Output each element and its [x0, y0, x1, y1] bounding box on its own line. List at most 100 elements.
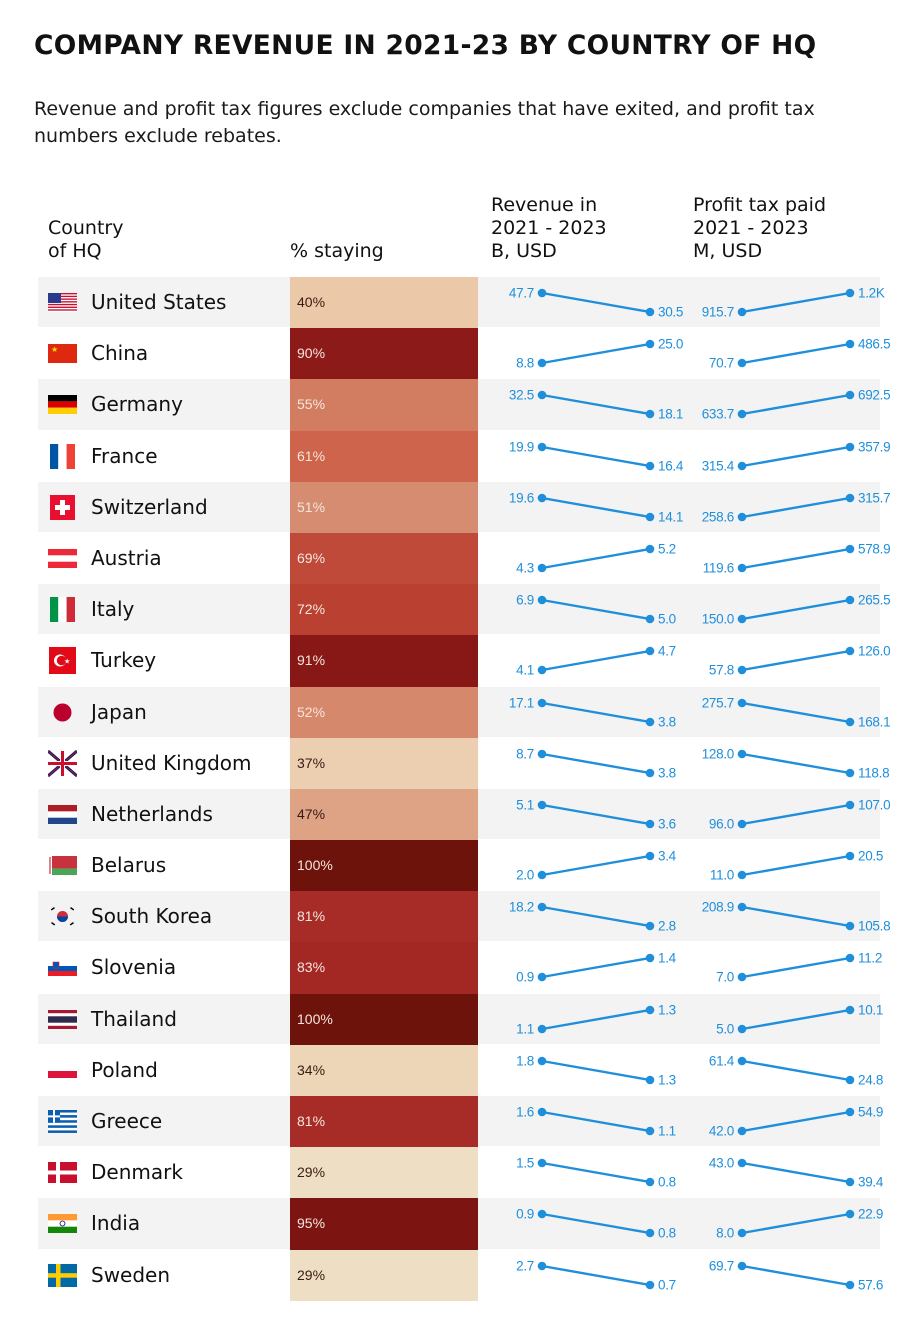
tax-2021-point — [737, 614, 747, 624]
revenue-slope-line — [541, 598, 651, 621]
revenue-2021-point — [537, 563, 547, 573]
country-name: Sweden — [91, 1262, 171, 1287]
table-row: Germany 55% 32.5 18.1 633.7 692.5 — [38, 379, 891, 431]
data-table: United States 40% 47.7 30.5 915.7 1.2K ★ China 9… — [38, 277, 891, 1301]
tax-slope-line — [741, 1110, 851, 1133]
tax-2023-label: 692.5 — [858, 388, 890, 403]
revenue-2023-label: 4.7 — [658, 644, 676, 659]
revenue-2023-point — [645, 307, 655, 317]
table-row: ★ Turkey 91% 4.1 4.7 57.8 126.0 — [38, 635, 891, 687]
staying-cell: 52% — [290, 686, 478, 738]
tax-2023-point — [845, 391, 855, 400]
revenue-2021-label: 4.3 — [516, 560, 534, 575]
tax-2023-label: 578.9 — [858, 541, 890, 556]
table-row: Austria 69% 4.3 5.2 119.6 578.9 — [38, 532, 891, 585]
revenue-slope-line — [541, 394, 651, 416]
tax-slope: 43.0 39.4 — [709, 1156, 884, 1190]
revenue-2021-label: 18.2 — [509, 900, 534, 915]
tax-slope-line — [741, 1008, 851, 1030]
revenue-slope-line — [541, 1110, 651, 1133]
revenue-2021-label: 4.1 — [516, 663, 534, 678]
tax-2023-point — [845, 595, 855, 605]
country-name: United Kingdom — [91, 750, 252, 775]
revenue-2023-label: 5.2 — [658, 541, 676, 556]
tax-2021-point — [737, 819, 747, 829]
revenue-2023-point — [645, 954, 655, 963]
tax-2021-label: 69.7 — [709, 1258, 734, 1273]
staying-cell: 40% — [290, 277, 478, 329]
country-name: Japan — [91, 699, 147, 724]
tax-2021-point — [737, 461, 747, 470]
revenue-2023-point — [645, 410, 655, 419]
header-staying: % staying — [290, 240, 384, 262]
country-name: Denmark — [91, 1160, 183, 1185]
tax-slope: 128.0 118.8 — [702, 746, 890, 780]
tax-2023-label: 24.8 — [858, 1072, 883, 1087]
revenue-2021-point — [537, 442, 547, 451]
pl-flag-icon — [48, 1063, 77, 1078]
th-flag-icon — [48, 1009, 77, 1029]
revenue-2021-point — [537, 973, 547, 982]
revenue-slope-line — [541, 1213, 651, 1235]
revenue-2023-point — [645, 544, 655, 554]
tax-2023-point — [845, 851, 855, 861]
revenue-slope-line — [541, 854, 651, 877]
tax-slope-line — [741, 1162, 851, 1184]
tax-2021-label: 8.0 — [716, 1226, 734, 1241]
country-name: Italy — [91, 597, 135, 622]
table-row: Slovenia 83% 0.9 1.4 7.0 11.2 — [38, 942, 882, 994]
revenue-2023-label: 1.3 — [658, 1002, 676, 1017]
tax-2023-point — [845, 800, 855, 810]
revenue-2021-label: 1.6 — [516, 1105, 534, 1120]
tax-slope: 258.6 315.7 — [702, 490, 891, 524]
tax-slope: 57.8 126.0 — [709, 644, 891, 678]
country-name: Switzerland — [91, 494, 208, 519]
tax-2023-point — [845, 1005, 855, 1014]
revenue-2021-point — [537, 1107, 547, 1117]
tax-slope: 5.0 10.1 — [716, 1002, 883, 1036]
tax-2021-point — [737, 1056, 747, 1066]
tax-slope: 119.6 578.9 — [703, 541, 891, 575]
staying-cell: 51% — [290, 481, 478, 533]
revenue-2021-point — [537, 666, 547, 675]
tax-slope: 11.0 20.5 — [710, 849, 883, 883]
revenue-slope: 8.8 25.0 — [516, 337, 683, 371]
tax-slope-line — [741, 1059, 851, 1081]
tax-slope: 8.0 22.9 — [716, 1207, 883, 1241]
revenue-slope-line — [541, 906, 651, 928]
header-country: Country of HQ — [48, 217, 228, 263]
revenue-2023-label: 1.4 — [658, 951, 677, 966]
country-name: Austria — [91, 545, 162, 570]
revenue-slope-line — [541, 752, 651, 774]
revenue-slope-line — [541, 1059, 651, 1081]
revenue-slope: 0.9 1.4 — [516, 951, 677, 985]
tax-slope-line — [741, 906, 851, 928]
tax-2023-point — [845, 954, 855, 963]
tax-2021-point — [737, 1158, 747, 1168]
staying-cell: 100% — [290, 840, 478, 892]
revenue-2023-label: 1.1 — [658, 1124, 676, 1139]
tax-2021-point — [737, 563, 747, 573]
country-name: Germany — [91, 392, 183, 417]
country-name: Greece — [91, 1109, 163, 1133]
revenue-2023-point — [645, 851, 655, 861]
staying-cell: 69% — [290, 532, 478, 585]
revenue-slope-line — [541, 291, 651, 314]
tax-2021-label: 61.4 — [709, 1053, 735, 1068]
tax-2023-point — [845, 339, 855, 349]
tax-2023-label: 168.1 — [858, 714, 890, 729]
us-flag-icon — [48, 293, 77, 312]
country-name: Netherlands — [91, 801, 213, 826]
jp-flag-icon — [53, 703, 72, 721]
revenue-2021-label: 1.8 — [516, 1053, 534, 1068]
revenue-slope-line — [541, 1162, 651, 1184]
revenue-slope: 1.6 1.1 — [516, 1105, 676, 1139]
tax-2021-point — [737, 512, 747, 522]
revenue-2021-label: 19.9 — [509, 439, 534, 454]
tax-slope-line — [741, 394, 851, 416]
header-country-line: of HQ — [48, 240, 102, 262]
tax-slope-line — [741, 803, 851, 826]
tax-slope-line — [741, 291, 851, 314]
tax-2021-label: 258.6 — [702, 509, 734, 524]
revenue-slope: 2.7 0.7 — [516, 1258, 676, 1292]
